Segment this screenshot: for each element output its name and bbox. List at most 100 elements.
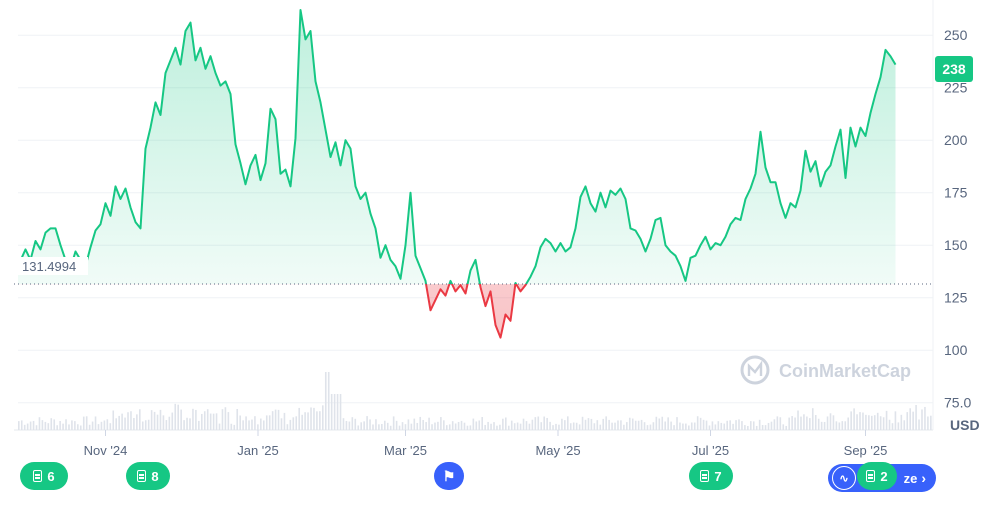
volume-bar [776,416,779,430]
volume-bar [628,417,631,430]
news-count: 6 [47,468,55,484]
volume-bar [537,416,540,430]
news-count: 7 [714,468,722,484]
current-price-badge: 238 [935,56,973,82]
volume-bar [407,419,410,430]
volume-bar [720,422,723,430]
volume-bar [865,414,867,430]
volume-bar [324,372,327,430]
volume-bar [921,409,923,430]
volume-bar [330,394,333,430]
volume-bar [847,417,850,430]
volume-bar [20,420,23,430]
chevron-right-icon: › [921,470,926,486]
volume-bar [797,410,799,430]
volume-bar [487,421,489,430]
volume-bar [723,423,726,430]
volume-bar [180,409,182,430]
volume-bar [85,416,88,430]
volume-bar [463,422,466,430]
volume-bar [404,424,407,430]
volume-bar [71,420,73,430]
document-icon [866,470,876,482]
volume-bar [354,418,357,430]
volume-bar [596,420,599,430]
volume-bar [366,416,368,430]
volume-bar [782,424,785,430]
volume-bar [209,413,212,430]
volume-bar [540,422,543,430]
y-tick-label: 250 [944,27,968,43]
volume-bar [448,424,451,430]
volume-bar [552,425,554,430]
volume-bar [248,420,250,430]
volume-bar [693,422,696,430]
volume-bar [817,418,820,430]
volume-bar [912,411,914,430]
news-marker-2[interactable]: 2 [857,462,897,490]
volume-bar [304,412,306,430]
volume-bar [513,423,516,430]
volume-bar [130,411,132,430]
volume-bar [897,422,900,430]
volume-bar [608,419,610,430]
volume-bar [623,424,625,430]
volume-bar [239,415,241,430]
volume-bar [212,413,215,430]
volume-bar [475,421,478,430]
watermark-text: CoinMarketCap [779,361,911,381]
volume-bar [611,422,613,430]
volume-bar [251,419,253,430]
news-marker-7[interactable]: 7 [689,462,733,490]
news-marker-8[interactable]: 8 [126,462,170,490]
volume-bar [490,423,492,430]
volume-bar [195,409,197,430]
volume-bar [221,409,224,430]
news-marker-6[interactable]: 6 [20,462,68,490]
volume-bar [794,417,796,430]
flag-marker[interactable]: ⚑ [434,462,464,490]
volume-bar [803,414,805,430]
volume-bar [437,421,439,430]
volume-bar [903,420,906,430]
volume-bar [186,417,188,430]
volume-bar [705,420,708,430]
volume-bar [147,419,150,430]
volume-bar [578,424,581,430]
volume-bar [558,424,560,430]
document-icon [700,470,710,482]
volume-bar [65,419,67,430]
x-tick-label: Mar '25 [384,443,427,458]
volume-bar [729,420,731,430]
volume-bar [634,420,637,430]
volume-bar [829,413,832,430]
volume-bar [156,414,159,430]
volume-bar [484,424,486,430]
volume-bar [345,420,348,430]
volume-bar [171,412,174,430]
volume-bar [242,420,244,430]
y-axis: 250 225 200 175 150 125 100 75.0 [944,27,971,411]
volume-bar [617,420,619,430]
volume-bar [900,414,903,430]
volume-bar [593,423,596,430]
volume-bar [236,408,239,430]
volume-bar [206,409,209,430]
volume-bar [717,421,720,430]
volume-bar [469,425,472,430]
volume-bar [507,425,510,430]
volume-bar [389,425,392,430]
y-tick-label: 200 [944,132,968,148]
volume-bar [192,408,194,430]
x-axis: Nov '24 Jan '25 Mar '25 May '25 Jul '25 Sep '… [84,430,887,458]
volume-bar [871,415,873,430]
volume-bar [289,419,292,430]
volume-bar [198,420,200,430]
y-tick-label: 150 [944,237,968,253]
volume-bar [856,414,858,430]
news-count: 8 [151,468,159,484]
volume-bar [599,424,602,430]
volume-bar [277,409,280,430]
volume-bar [658,418,661,430]
